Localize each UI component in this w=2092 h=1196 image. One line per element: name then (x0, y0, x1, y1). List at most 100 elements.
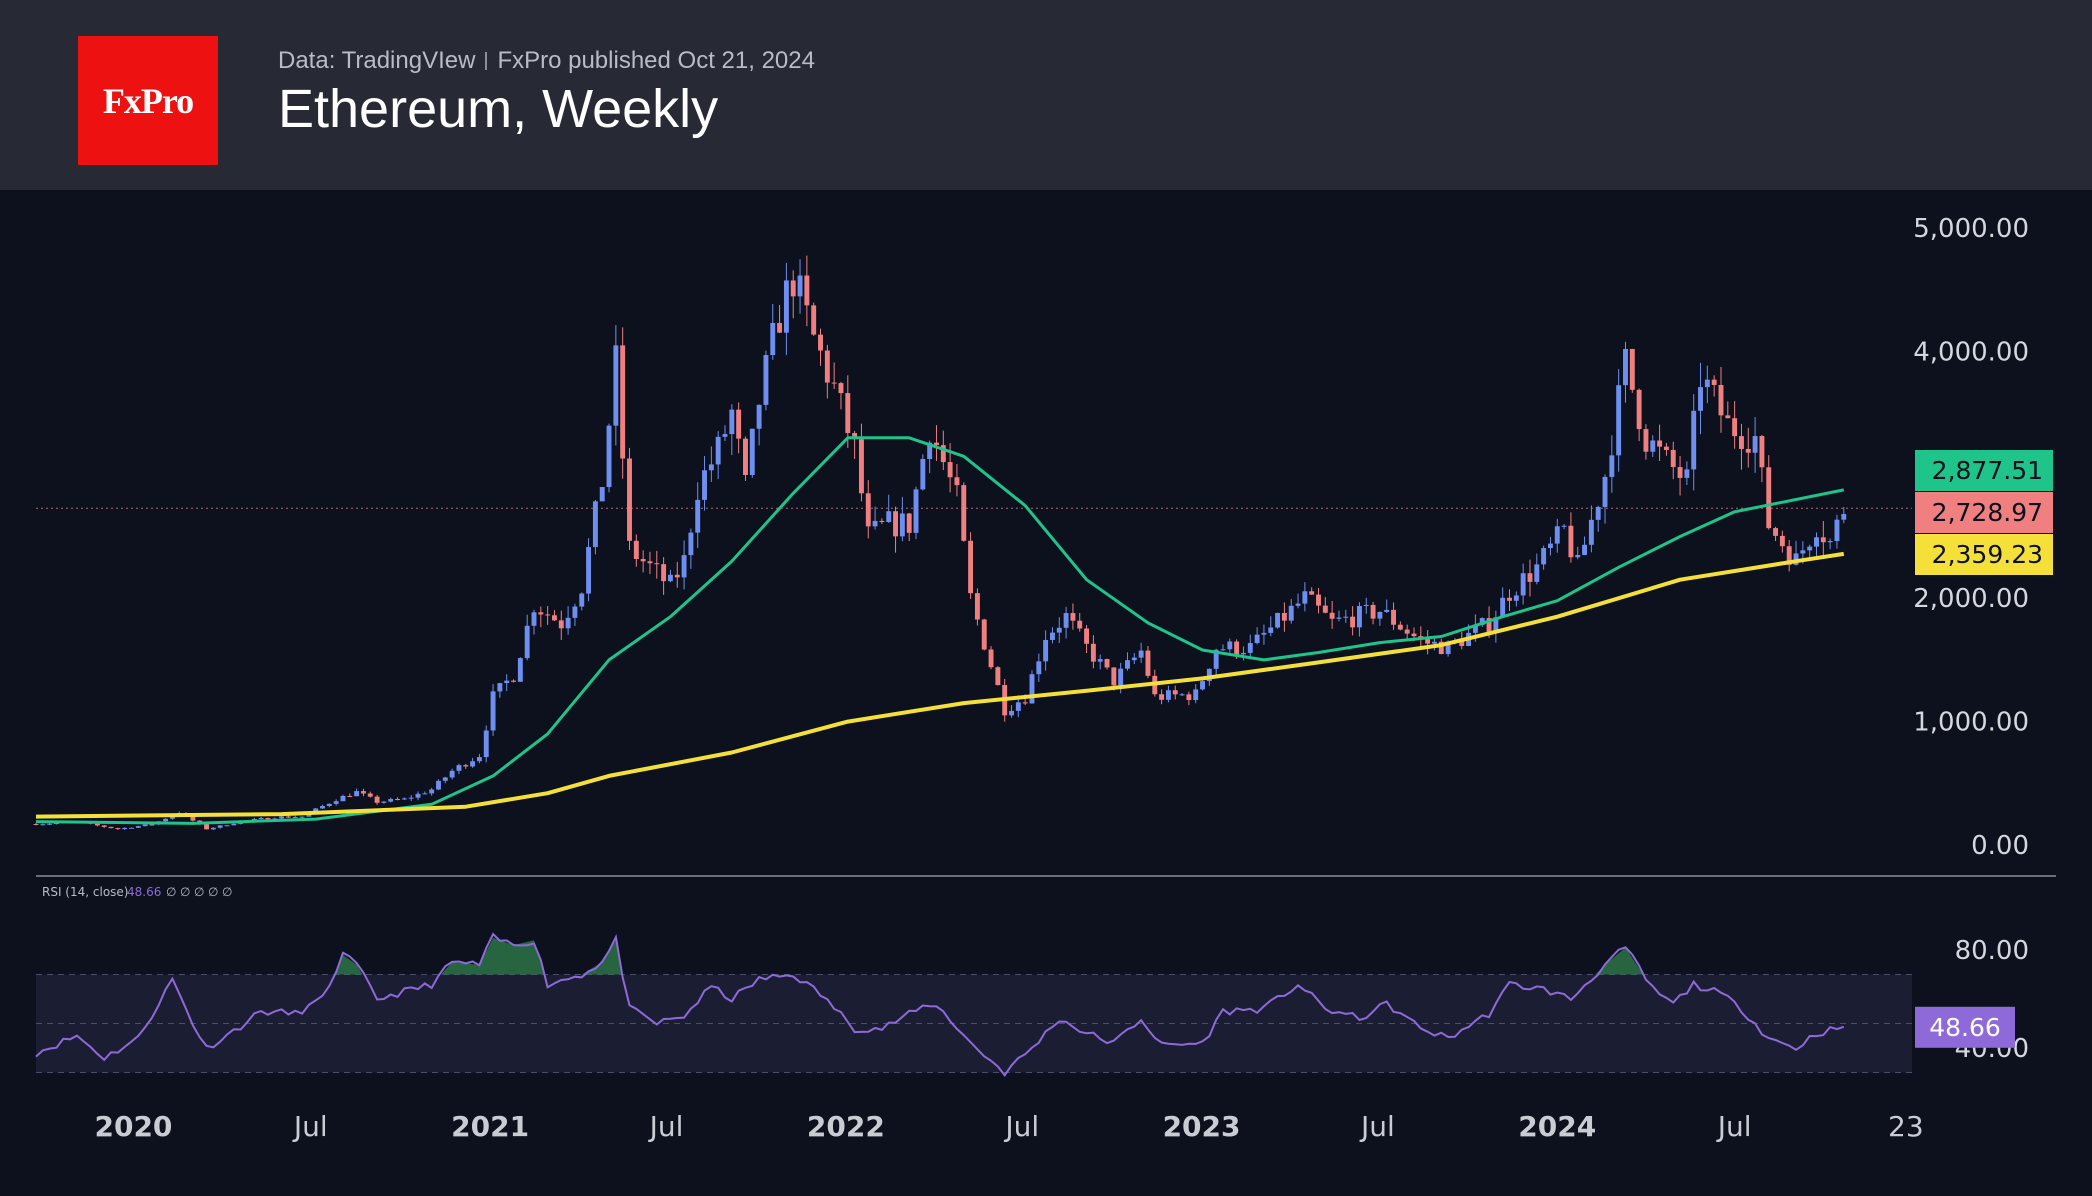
data-source: Data: TradingVIew (278, 47, 476, 74)
candle (497, 682, 503, 698)
candle-body (1636, 389, 1642, 430)
candle-body (1670, 449, 1676, 468)
candle (142, 824, 148, 827)
candle-body (1391, 609, 1396, 625)
candle (1773, 526, 1779, 541)
candle (1691, 394, 1697, 491)
candle-body (1561, 525, 1567, 527)
candle (1138, 642, 1144, 664)
candle-body (231, 823, 237, 826)
candle (224, 824, 230, 827)
candle (408, 795, 414, 802)
candle-body (899, 513, 905, 537)
candle (633, 534, 639, 567)
candle-body (169, 815, 175, 819)
candle (865, 480, 871, 539)
candle-body (1227, 641, 1233, 650)
candle-body (1350, 616, 1356, 628)
candle-body (756, 404, 762, 429)
candle (217, 825, 223, 829)
candle-body (1302, 591, 1308, 604)
candle (899, 496, 905, 542)
candle (463, 763, 469, 769)
candle (954, 463, 960, 497)
candle (606, 423, 612, 493)
candle-body (415, 793, 421, 798)
candle (1623, 341, 1628, 403)
candle (1186, 691, 1192, 706)
price-tag-value: 2,877.51 (1932, 456, 2043, 485)
candle-body (490, 691, 496, 731)
candle (1295, 593, 1301, 609)
candle-body (94, 823, 100, 826)
candle-body (1104, 659, 1110, 668)
candle-body (470, 761, 476, 767)
rsi-legend-extra: ∅ (208, 885, 218, 899)
candle-body (1582, 544, 1588, 555)
candle (476, 753, 482, 764)
candle-body (1131, 657, 1137, 661)
candle (490, 684, 496, 736)
price-tag-2: 2,359.23 (1915, 534, 2053, 575)
candle (763, 350, 769, 411)
candle (1131, 652, 1137, 665)
candle-body (1793, 553, 1799, 565)
candle-body (1295, 603, 1301, 606)
candle-body (1834, 519, 1840, 542)
candle-body (613, 345, 619, 426)
candle (1718, 367, 1724, 433)
candle (1172, 685, 1178, 700)
candle (981, 618, 987, 651)
candle (565, 606, 571, 635)
candle (1602, 474, 1608, 524)
candle-body (388, 799, 394, 802)
candle (1711, 375, 1717, 397)
candle (415, 791, 421, 801)
candle (1698, 362, 1703, 435)
candle (1493, 610, 1499, 643)
candle-body (285, 816, 291, 818)
candle-body (217, 825, 223, 828)
candle-body (852, 433, 858, 440)
candle-body (770, 322, 776, 356)
candle-body (1779, 535, 1785, 547)
candle (852, 430, 858, 459)
candle-body (1077, 620, 1083, 629)
candle (1595, 505, 1601, 532)
candle-body (1602, 476, 1608, 507)
candle-body (272, 818, 278, 820)
candle (374, 794, 380, 805)
candle-body (995, 667, 1001, 686)
candle (326, 803, 332, 808)
candle (1056, 617, 1062, 644)
candle-body (1472, 624, 1478, 633)
candle-body (1322, 605, 1328, 613)
candle-body (1684, 469, 1690, 478)
candle (1179, 693, 1185, 697)
candle-body (879, 520, 885, 523)
candle (1363, 597, 1369, 614)
candle (1391, 602, 1396, 630)
candle (129, 827, 134, 829)
candle-body (640, 558, 646, 562)
candle-body (1288, 605, 1294, 621)
candle-body (320, 806, 325, 809)
candle-body (681, 555, 687, 578)
candle (988, 646, 994, 670)
candle (1377, 611, 1383, 626)
candle-body (524, 625, 530, 659)
rsi-line (35, 932, 1845, 1077)
price-tag-box (1915, 492, 2053, 533)
candle (470, 757, 476, 768)
candle-body (442, 777, 448, 781)
candle (1165, 685, 1171, 703)
candle (292, 815, 298, 819)
candle-body (988, 649, 994, 668)
candle (1159, 689, 1165, 705)
candle (163, 818, 169, 822)
price-axis-label-4: 5,000.00 (1913, 214, 2029, 244)
candle (647, 551, 653, 575)
candle-body (777, 322, 783, 333)
candle-body (1650, 440, 1656, 452)
price-axis-label-1: 1,000.00 (1913, 708, 2029, 738)
